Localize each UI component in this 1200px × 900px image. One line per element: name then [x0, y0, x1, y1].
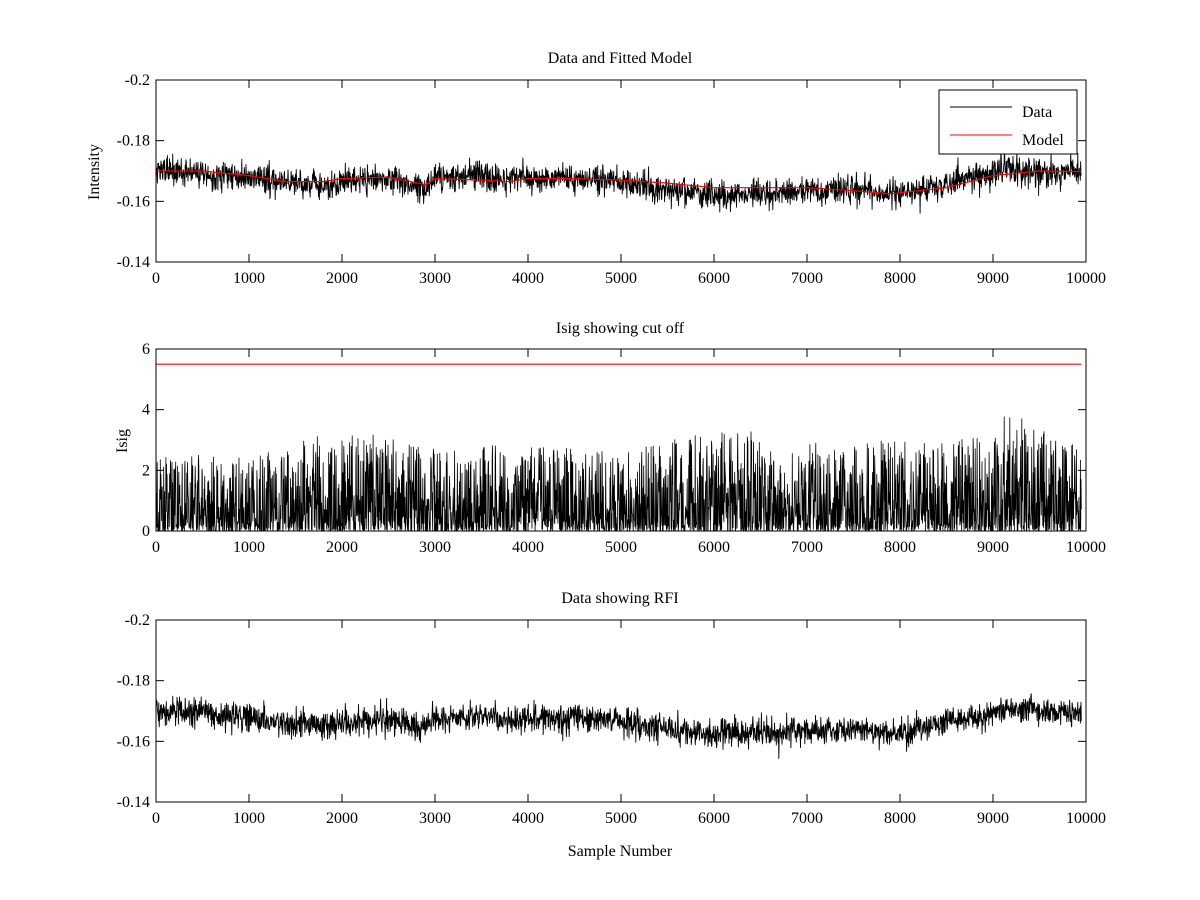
- panel-2-series-group: [156, 363, 1082, 531]
- y-tick-label: -0.16: [117, 733, 150, 750]
- panel-1-title: Data and Fitted Model: [548, 50, 693, 67]
- x-tick-label: 3000: [419, 270, 451, 287]
- x-tick-label: 7000: [791, 539, 823, 556]
- x-tick-label: 8000: [884, 539, 916, 556]
- x-tick-label: 9000: [977, 810, 1009, 827]
- panel-2-ylabel: Isig: [114, 429, 131, 453]
- panel-3-series-trace-line: [156, 693, 1082, 759]
- x-tick-label: 4000: [512, 270, 544, 287]
- legend-entry-model: Model: [1022, 132, 1064, 149]
- x-tick-label: 4000: [512, 810, 544, 827]
- x-tick-label: 10000: [1066, 539, 1106, 556]
- x-tick-label: 2000: [326, 810, 358, 827]
- x-tick-label: 6000: [698, 810, 730, 827]
- panel-3-plot-area: [156, 693, 1082, 759]
- x-tick-label: 4000: [512, 539, 544, 556]
- y-tick-label: -0.16: [117, 193, 150, 210]
- legend-entry-data: Data: [1022, 104, 1052, 121]
- x-tick-label: 0: [152, 539, 160, 556]
- x-tick-label: 2000: [326, 270, 358, 287]
- x-tick-label: 2000: [326, 539, 358, 556]
- y-tick-label: -0.2: [125, 612, 150, 629]
- y-tick-label: 0: [142, 523, 150, 540]
- x-tick-label: 5000: [605, 539, 637, 556]
- x-tick-label: 1000: [233, 810, 265, 827]
- x-tick-label: 3000: [419, 539, 451, 556]
- x-tick-label: 1000: [233, 539, 265, 556]
- panel-1-series-group: [156, 142, 1082, 214]
- x-tick-label: 6000: [698, 270, 730, 287]
- y-tick-label: -0.14: [117, 794, 150, 811]
- panel-2-title: Isig showing cut off: [556, 320, 685, 337]
- panel-1-plot-area: [156, 142, 1082, 214]
- panel-3-axes: 0 1000 2000 3000 4000 5000 6000 7000 8000 9000 100…: [117, 612, 1106, 827]
- panel-1-series-model-line: [156, 170, 1082, 195]
- panel-3-series-group: [156, 693, 1082, 759]
- x-tick-label: 0: [152, 270, 160, 287]
- x-tick-label: 6000: [698, 539, 730, 556]
- panel-data-and-model: Data and Fitted Model Intensity 0 1000 200…: [86, 50, 1106, 287]
- x-tick-label: 5000: [605, 810, 637, 827]
- panel-isig: Isig showing cut off Isig 0 1000 2000 3000 4…: [114, 320, 1106, 556]
- legend-box: [938, 89, 1078, 155]
- legend: Data Model: [938, 89, 1078, 155]
- x-tick-label: 8000: [884, 810, 916, 827]
- panel-2-axes: 0 1000 2000 3000 4000 5000 6000 7000 8000 9000 100…: [142, 341, 1106, 556]
- x-axis-label: Sample Number: [568, 843, 673, 860]
- y-tick-label: 2: [142, 462, 150, 479]
- y-tick-label: 6: [142, 341, 150, 358]
- x-tick-label: 3000: [419, 810, 451, 827]
- y-tick-label: -0.18: [117, 133, 150, 150]
- x-tick-label: 7000: [791, 810, 823, 827]
- x-tick-label: 9000: [977, 270, 1009, 287]
- x-tick-label: 1000: [233, 270, 265, 287]
- panel-1-series-data-line: [156, 142, 1082, 214]
- x-tick-label: 10000: [1066, 270, 1106, 287]
- panel-2-plot-area: [156, 363, 1082, 531]
- panel-3-title: Data showing RFI: [561, 590, 678, 607]
- x-tick-label: 9000: [977, 539, 1009, 556]
- y-tick-label: -0.14: [117, 254, 150, 271]
- x-tick-label: 8000: [884, 270, 916, 287]
- x-tick-label: 7000: [791, 270, 823, 287]
- x-tick-label: 0: [152, 810, 160, 827]
- y-tick-label: -0.18: [117, 673, 150, 690]
- panel-1-axes: 0 1000 2000 3000 4000 5000 6000 7000 8000 9000 100…: [117, 72, 1106, 287]
- panel-1-ylabel: Intensity: [86, 144, 103, 200]
- panel-data-rfi: Data showing RFI 0 1000 2000 3000 4000 5000 60…: [117, 590, 1106, 860]
- x-tick-label: 5000: [605, 270, 637, 287]
- x-tick-label: 10000: [1066, 810, 1106, 827]
- panel-2-series-trace-line: [156, 416, 1082, 531]
- y-tick-label: -0.2: [125, 72, 150, 89]
- y-tick-label: 4: [142, 402, 150, 419]
